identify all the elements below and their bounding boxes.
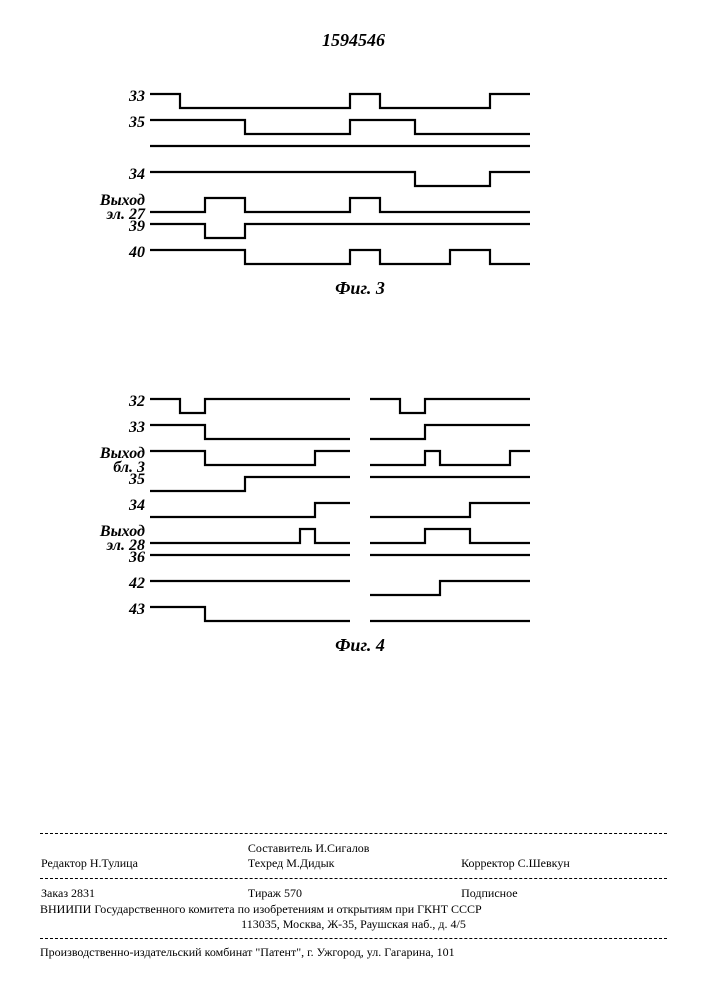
waveform-svg bbox=[150, 395, 535, 421]
editor-credit: Редактор Н.Тулица bbox=[40, 840, 247, 872]
waveform-svg bbox=[150, 499, 535, 525]
page: 1594546 333534Выход эл. 273940Фиг. 3 323… bbox=[0, 0, 707, 1000]
divider bbox=[40, 833, 667, 834]
org-line: ВНИИПИ Государственного комитета по изоб… bbox=[40, 902, 667, 917]
waveform-row: 42 bbox=[150, 577, 570, 603]
waveform-label: 43 bbox=[90, 603, 145, 617]
waveform-row: 40 bbox=[150, 246, 570, 272]
corrector-credit: Корректор С.Шевкун bbox=[460, 840, 667, 872]
waveform-label: 35 bbox=[90, 116, 145, 130]
compiler-techred-credit: Составитель И.Сигалов Техред М.Дидык bbox=[247, 840, 460, 872]
waveform-row: 36 bbox=[150, 551, 570, 577]
addr-line-2: Производственно-издательский комбинат "П… bbox=[40, 945, 667, 960]
waveform-row: 35 bbox=[150, 116, 570, 142]
waveform-label: 36 bbox=[90, 551, 145, 565]
waveform-svg bbox=[150, 90, 535, 116]
waveform-label: 32 bbox=[90, 395, 145, 409]
timing-diagram-fig3: 3335 34Выход эл. 273940 Фиг. 3 bbox=[150, 90, 570, 299]
divider bbox=[40, 938, 667, 939]
subscription: Подписное bbox=[460, 885, 667, 902]
waveform-svg bbox=[150, 473, 535, 499]
waveform-svg bbox=[150, 447, 535, 473]
waveform-label: 42 bbox=[90, 577, 145, 591]
waveform-label: 33 bbox=[90, 421, 145, 435]
waveform-svg bbox=[150, 194, 535, 220]
waveform-row: 32 bbox=[150, 395, 570, 421]
waveform-svg bbox=[150, 577, 535, 603]
waveform-label: 34 bbox=[90, 499, 145, 513]
waveform-row: 34 bbox=[150, 168, 570, 194]
waveform-row: 33 bbox=[150, 90, 570, 116]
waveform-label: 39 bbox=[90, 220, 145, 234]
waveform-svg bbox=[150, 551, 535, 577]
footer-block: Редактор Н.Тулица Составитель И.Сигалов … bbox=[40, 827, 667, 960]
waveform-row: 43 bbox=[150, 603, 570, 629]
waveform-row: 33 bbox=[150, 421, 570, 447]
page-number: 1594546 bbox=[0, 30, 707, 51]
waveform-row bbox=[150, 142, 570, 168]
credits-row-1: Редактор Н.Тулица Составитель И.Сигалов … bbox=[40, 840, 667, 872]
waveform-label: 35 bbox=[90, 473, 145, 487]
waveform-svg bbox=[150, 603, 535, 629]
figure-caption: Фиг. 3 bbox=[150, 278, 570, 299]
divider bbox=[40, 878, 667, 879]
waveform-svg bbox=[150, 168, 535, 194]
waveform-row: 35 bbox=[150, 473, 570, 499]
waveform-row: Выход бл. 3 bbox=[150, 447, 570, 473]
timing-diagram-fig4: 3233Выход бл. 33534Выход эл. 28364243 Фиг… bbox=[150, 395, 570, 656]
waveform-label: 40 bbox=[90, 246, 145, 260]
waveform-row: 34 bbox=[150, 499, 570, 525]
waveform-svg bbox=[150, 421, 535, 447]
waveform-label: 33 bbox=[90, 90, 145, 104]
waveform-row: Выход эл. 28 bbox=[150, 525, 570, 551]
waveform-row: 39 bbox=[150, 220, 570, 246]
waveform-svg bbox=[150, 220, 535, 246]
waveform-svg bbox=[150, 525, 535, 551]
credits-row-2: Заказ 2831 Тираж 570 Подписное bbox=[40, 885, 667, 902]
waveform-svg bbox=[150, 246, 535, 272]
addr-line-1: 113035, Москва, Ж-35, Раушская наб., д. … bbox=[40, 917, 667, 932]
waveform-label: 34 bbox=[90, 168, 145, 182]
waveform-svg bbox=[150, 142, 535, 168]
figure-caption: Фиг. 4 bbox=[150, 635, 570, 656]
waveform-svg bbox=[150, 116, 535, 142]
order-number: Заказ 2831 bbox=[40, 885, 247, 902]
print-run: Тираж 570 bbox=[247, 885, 460, 902]
waveform-row: Выход эл. 27 bbox=[150, 194, 570, 220]
